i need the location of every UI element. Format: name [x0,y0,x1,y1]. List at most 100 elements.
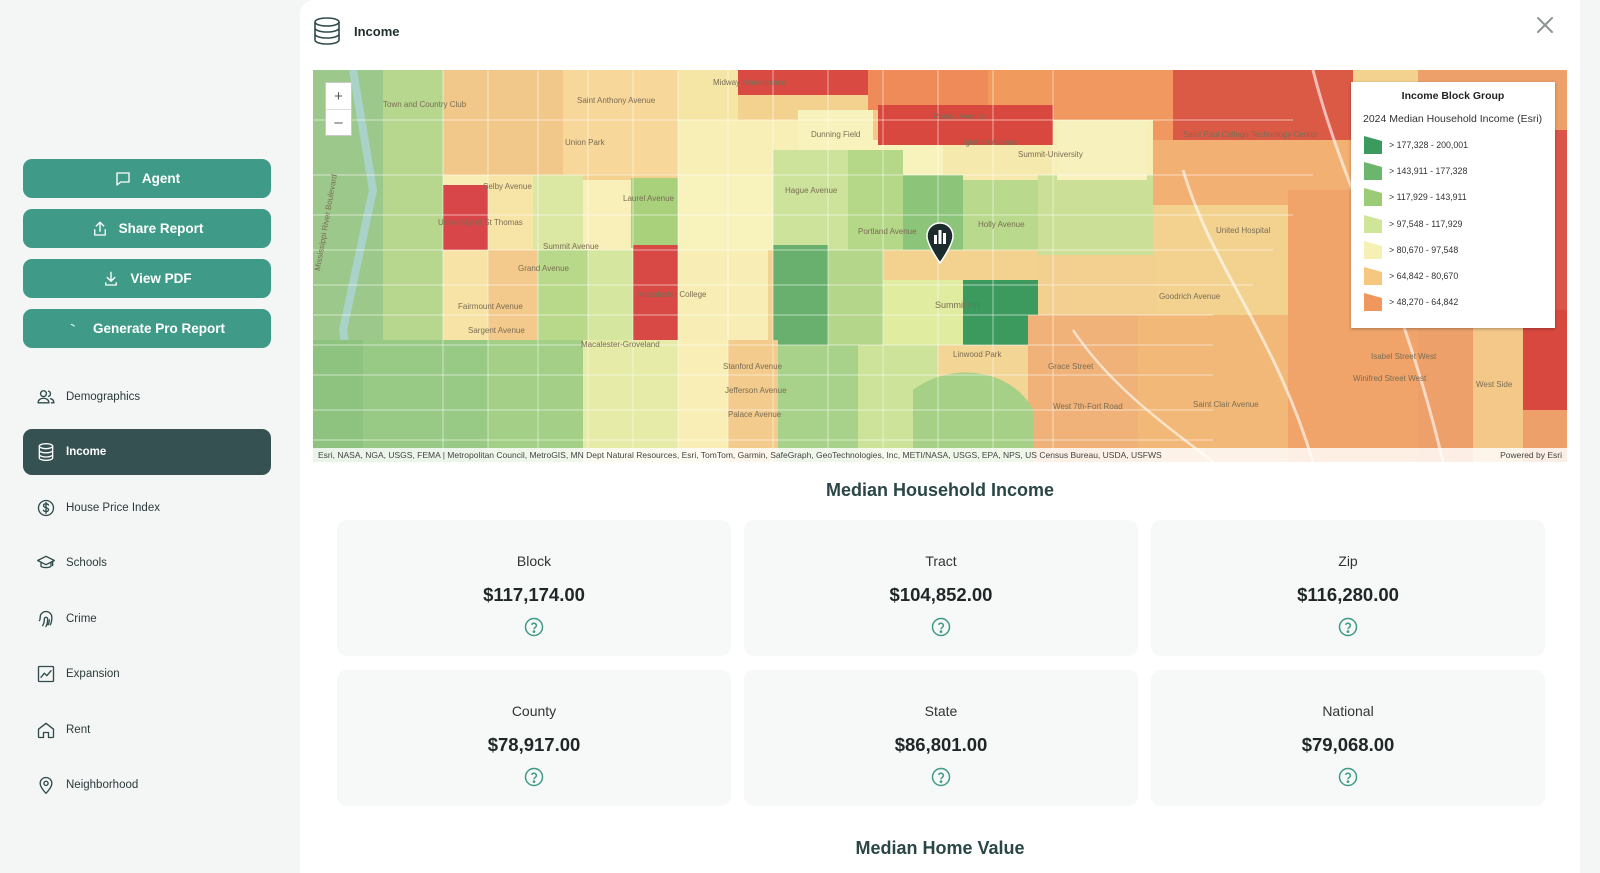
map-label: University of St Thomas [438,218,523,227]
legend-subtitle: 2024 Median Household Income (Esri) [1363,113,1543,125]
card-label: National [1322,703,1374,719]
share-report-button[interactable]: Share Report [23,209,271,248]
zoom-out-button[interactable]: – [326,109,351,135]
database-icon [314,17,340,45]
map-label: Saint Paul College Technology Center [1183,130,1318,139]
legend-item-label: > 64,842 - 80,670 [1389,271,1459,282]
sidebar-item-house-price-index[interactable]: House Price Index [23,485,271,531]
legend-item-label: > 177,328 - 200,001 [1389,140,1468,151]
close-button[interactable] [1534,14,1556,36]
legend-swatch [1364,293,1382,312]
legend-swatch [1364,188,1382,207]
legend-item-label: > 117,929 - 143,911 [1389,192,1467,203]
map-label: Union Park [565,138,605,147]
help-icon[interactable] [1338,617,1358,637]
fingerprint-icon [38,610,53,628]
sidebar-item-rent[interactable]: Rent [23,707,271,753]
legend-item: > 97,548 - 117,929 [1363,211,1543,237]
property-location-pin-icon[interactable] [925,222,955,264]
share-upload-icon [93,221,106,236]
map-attribution: Esri, NASA, NGA, USGS, FEMA | Metropolit… [313,448,1567,462]
map-label: Linwood Park [953,350,1002,359]
zoom-control: + – [325,82,352,136]
map-label: Winifred Street West [1353,374,1427,383]
card-label: State [924,703,958,719]
legend-item-label: > 80,670 - 97,548 [1389,244,1459,255]
map-label: Summit Avenue [543,242,599,251]
sidebar-item-label: Neighborhood [66,779,139,791]
dollar-circle-icon [37,499,55,517]
income-panel: Income [300,0,1580,873]
agent-button[interactable]: Agent [23,159,271,198]
close-icon [1537,17,1553,33]
map-label: Fairmount Avenue [458,302,523,311]
view-pdf-button[interactable]: View PDF [23,259,271,298]
legend-swatch [1364,240,1382,259]
legend-item: > 143,911 - 177,328 [1363,158,1543,184]
map-label: Summit-University [1018,150,1083,159]
help-icon[interactable] [524,617,544,637]
legend-item: > 117,929 - 143,911 [1363,184,1543,210]
map-label: Jefferson Avenue [725,386,787,395]
income-map[interactable]: Town and Country Club Union Park Midway … [313,70,1567,462]
map-label: Saint Anthony Avenue [577,96,656,105]
help-icon[interactable] [931,767,951,787]
map-label: Goodrich Avenue [1159,292,1221,301]
panel-header: Income [312,15,400,47]
sidebar-item-label: Demographics [66,391,141,403]
help-icon[interactable] [931,617,951,637]
map-label: Midway Marketplace [713,78,786,87]
powered-by-esri[interactable]: Powered by Esri [1500,450,1562,460]
map-label: Isabel Street West [1371,352,1437,361]
legend-items: > 177,328 - 200,001 > 143,911 - 177,328 … [1363,132,1543,315]
legend-item: > 177,328 - 200,001 [1363,132,1543,158]
zoom-in-button[interactable]: + [334,87,343,105]
card-value: $104,852.00 [889,584,993,605]
share-report-button-label: Share Report [118,221,204,236]
sidebar-item-label: Income [66,446,107,458]
map-label: Hague Avenue [785,186,838,195]
card-value: $79,068.00 [1301,734,1395,755]
sidebar-item-schools[interactable]: Schools [23,540,271,586]
attribution-text: Esri, NASA, NGA, USGS, FEMA | Metropolit… [318,450,1162,460]
sidebar-item-crime[interactable]: Crime [23,596,271,642]
legend-item-label: > 48,270 - 64,842 [1389,297,1459,308]
median-home-value-title: Median Home Value [855,838,1025,858]
legend-title: Income Block Group [1401,90,1505,102]
map-label: Macalester-Groveland [581,340,660,349]
card-label: Zip [1338,553,1358,569]
legend-swatch [1364,267,1382,286]
map-label: Sargent Avenue [468,326,525,335]
sidebar-item-income[interactable]: Income [23,429,271,475]
help-icon[interactable] [1338,767,1358,787]
legend-item: > 48,270 - 64,842 [1363,289,1543,315]
sidebar-item-demographics[interactable]: Demographics [23,374,271,420]
download-icon [105,271,118,286]
legend-item-label: > 143,911 - 177,328 [1389,166,1468,177]
map-label: Stanford Avenue [723,362,783,371]
income-card-block: Block $117,174.00 [337,520,731,656]
sidebar-item-neighborhood[interactable]: Neighborhood [23,762,271,808]
generate-pro-report-button[interactable]: Generate Pro Report [23,309,271,348]
map-label: Town and Country Club [383,100,467,109]
house-icon [37,722,55,739]
map-label: Saint Clair Avenue [1193,400,1259,409]
map-label: West 7th-Fort Road [1053,402,1123,411]
sidebar-item-label: Expansion [66,668,120,680]
agent-button-label: Agent [141,171,181,186]
card-value: $116,280.00 [1297,584,1399,605]
graduation-cap-icon [37,555,55,569]
legend-item-label: > 97,548 - 117,929 [1389,218,1463,229]
income-card-county: County $78,917.00 [337,670,731,806]
legend-swatch [1364,214,1382,233]
help-icon[interactable] [524,767,544,787]
map-label: Summit Hill [935,300,981,310]
map-label: United Hospital [1216,226,1271,235]
card-label: Tract [925,553,957,569]
legend-swatch [1364,162,1382,181]
map-label: Macalester College [638,290,707,299]
trend-chart-icon [37,665,55,683]
sidebar-item-expansion[interactable]: Expansion [23,651,271,697]
map-label: Holly Avenue [978,220,1025,229]
map-label: Rondo Avenue [933,112,986,121]
